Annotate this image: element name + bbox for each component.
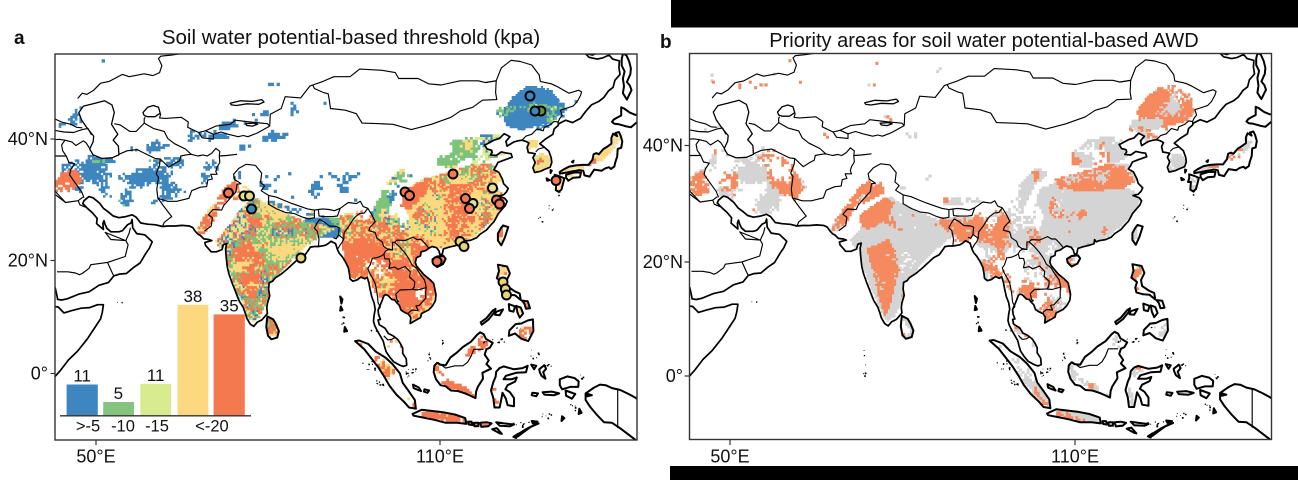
svg-text:38: 38 <box>183 287 202 306</box>
svg-text:40°N: 40°N <box>643 136 683 156</box>
svg-text:0°: 0° <box>666 366 683 386</box>
svg-text:5: 5 <box>114 384 123 403</box>
svg-text:<-20: <-20 <box>195 418 228 436</box>
svg-text:20°N: 20°N <box>643 252 683 272</box>
svg-text:110°E: 110°E <box>1051 447 1099 467</box>
svg-text:0°: 0° <box>31 364 48 384</box>
svg-text:11: 11 <box>73 367 91 386</box>
svg-text:>-5: >-5 <box>76 418 100 436</box>
svg-text:b: b <box>660 32 672 53</box>
svg-text:50°E: 50°E <box>710 447 749 467</box>
svg-text:Soil water potential-based thr: Soil water potential-based threshold (kp… <box>162 26 540 49</box>
svg-text:11: 11 <box>147 366 165 385</box>
svg-text:20°N: 20°N <box>8 251 48 271</box>
svg-text:110°E: 110°E <box>416 447 464 467</box>
svg-text:50°E: 50°E <box>76 447 115 467</box>
svg-text:a: a <box>14 28 25 49</box>
svg-text:-10: -10 <box>111 418 135 436</box>
svg-text:-15: -15 <box>145 418 169 436</box>
svg-text:40°N: 40°N <box>8 129 48 149</box>
svg-text:Priority areas for soil water: Priority areas for soil water potential-… <box>769 30 1198 52</box>
svg-text:35: 35 <box>220 296 239 315</box>
